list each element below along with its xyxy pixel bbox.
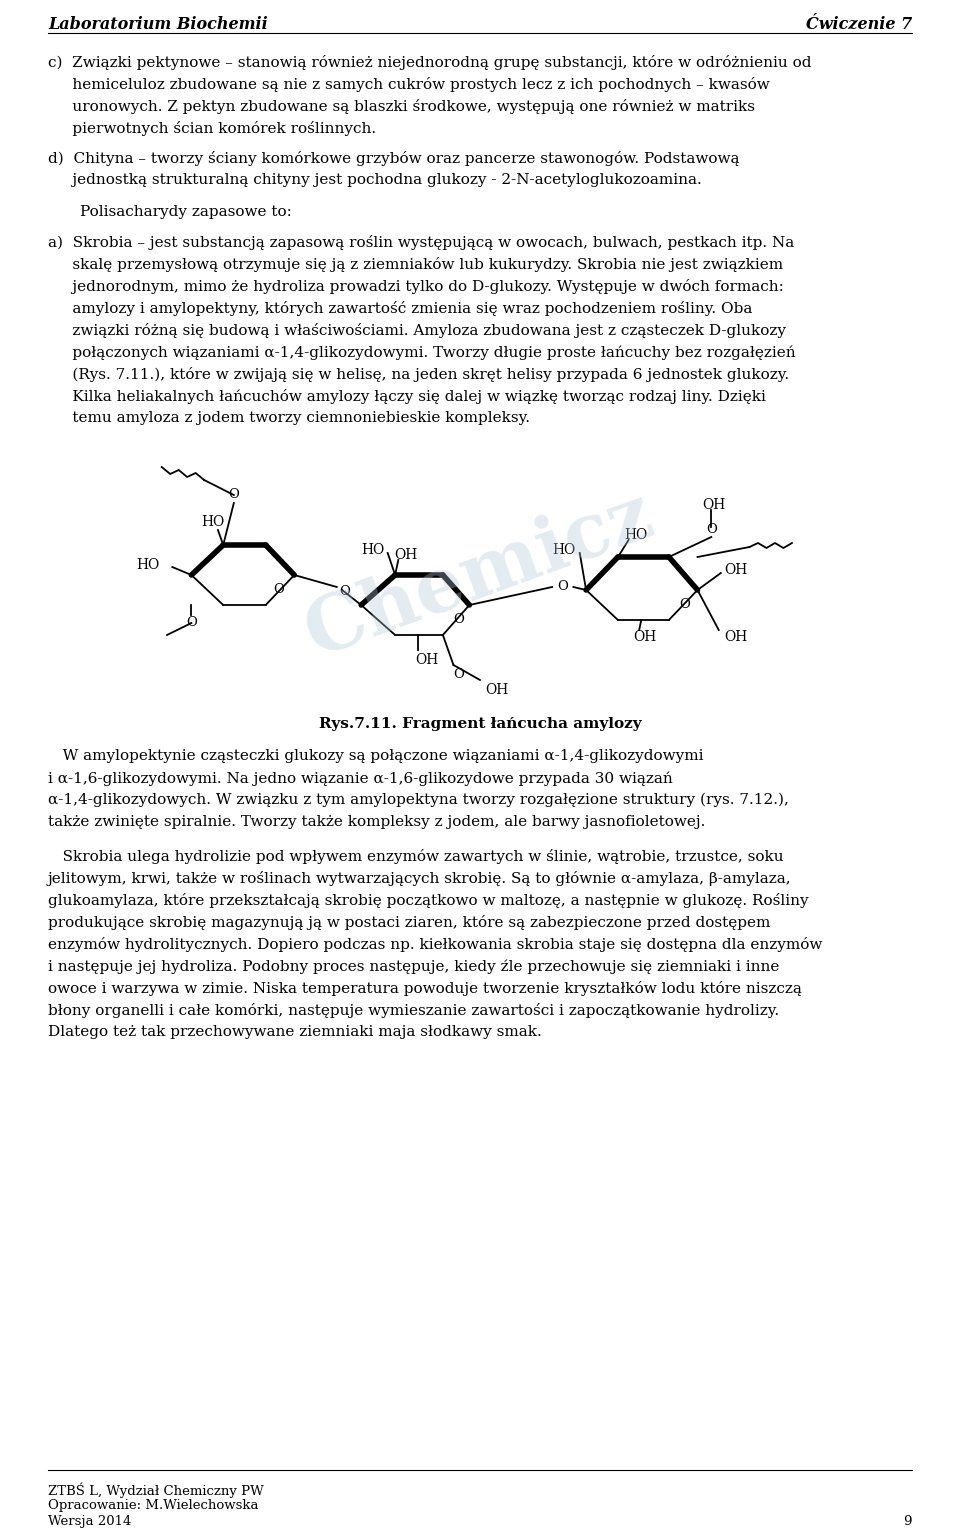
- Text: Kilka heliakalnych łańcuchów amylozy łączy się dalej w wiązkę tworząc rodzaj lin: Kilka heliakalnych łańcuchów amylozy łąc…: [48, 390, 766, 403]
- Text: amylozy i amylopektyny, których zawartość zmienia się wraz pochodzeniem rośliny.: amylozy i amylopektyny, których zawartoś…: [48, 301, 753, 316]
- Text: Chemicz: Chemicz: [296, 478, 664, 672]
- Text: hemiceluloz zbudowane są nie z samych cukrów prostych lecz z ich pochodnych – kw: hemiceluloz zbudowane są nie z samych cu…: [48, 76, 770, 92]
- Text: ZTBŚ L, Wydział Chemiczny PW: ZTBŚ L, Wydział Chemiczny PW: [48, 1484, 264, 1499]
- Text: Opracowanie: M.Wielechowska: Opracowanie: M.Wielechowska: [48, 1499, 258, 1513]
- Text: jednorodnym, mimo że hydroliza prowadzi tylko do D-glukozy. Występuje w dwóch fo: jednorodnym, mimo że hydroliza prowadzi …: [48, 280, 784, 293]
- Text: błony organelli i całe komórki, następuje wymieszanie zawartości i zapoczątkowan: błony organelli i całe komórki, następuj…: [48, 1002, 780, 1018]
- Text: HO: HO: [361, 542, 385, 558]
- Text: OH: OH: [486, 683, 509, 697]
- Text: związki różną się budową i właściwościami. Amyloza zbudowana jest z cząsteczek D: związki różną się budową i właściwościam…: [48, 322, 786, 338]
- Text: HO: HO: [552, 542, 575, 558]
- Text: OH: OH: [724, 630, 747, 643]
- Text: (Rys. 7.11.), które w zwijają się w helisę, na jeden skręt helisy przypada 6 jed: (Rys. 7.11.), które w zwijają się w heli…: [48, 367, 789, 382]
- Text: O: O: [273, 584, 284, 596]
- Text: glukoamylaza, które przekształcają skrobię początkowo w maltozę, a następnie w g: glukoamylaza, które przekształcają skrob…: [48, 892, 808, 908]
- Text: OH: OH: [633, 630, 656, 643]
- Text: HO: HO: [624, 529, 648, 542]
- Text: jednostką strukturalną chityny jest pochodna glukozy - 2-⁠N⁠-acetyloglukozoamina: jednostką strukturalną chityny jest poch…: [48, 173, 702, 186]
- Text: temu amyloza z jodem tworzy ciemnoniebieskie kompleksy.: temu amyloza z jodem tworzy ciemnoniebie…: [48, 411, 530, 425]
- Text: O: O: [453, 668, 465, 681]
- Text: O: O: [680, 599, 690, 611]
- Text: Laboratorium Biochemii: Laboratorium Biochemii: [48, 15, 268, 34]
- Text: połączonych wiązaniami α-1,4-glikozydowymi. Tworzy długie proste łańcuchy bez ro: połączonych wiązaniami α-1,4-glikozydowy…: [48, 345, 796, 359]
- Text: O: O: [228, 489, 239, 501]
- Text: HO: HO: [136, 558, 159, 571]
- Text: O: O: [706, 524, 717, 536]
- Text: OH: OH: [702, 498, 725, 512]
- Text: skalę przemysłową otrzymuje się ją z ziemniaków lub kukurydzy. Skrobia nie jest : skalę przemysłową otrzymuje się ją z zie…: [48, 257, 783, 272]
- Text: uronowych. Z pektyn zbudowane są blaszki środkowe, występują one również w matri: uronowych. Z pektyn zbudowane są blaszki…: [48, 99, 755, 115]
- Text: 9: 9: [903, 1514, 912, 1528]
- Text: Dlatego też tak przechowywane ziemniaki maja słodkawy smak.: Dlatego też tak przechowywane ziemniaki …: [48, 1025, 541, 1039]
- Text: OH: OH: [416, 652, 439, 668]
- Text: Ćwiczenie 7: Ćwiczenie 7: [805, 15, 912, 34]
- Text: i następuje jej hydroliza. Podobny proces następuje, kiedy źle przechowuje się z: i następuje jej hydroliza. Podobny proce…: [48, 960, 780, 973]
- Text: W amylopektynie cząsteczki glukozy są połączone wiązaniami α-1,4-glikozydowymi: W amylopektynie cząsteczki glukozy są po…: [48, 749, 704, 762]
- Text: OH: OH: [395, 549, 418, 562]
- Text: pierwotnych ścian komórek roślinnych.: pierwotnych ścian komórek roślinnych.: [48, 121, 376, 136]
- Text: produkujące skrobię magazynują ją w postaci ziaren, które są zabezpieczone przed: produkujące skrobię magazynują ją w post…: [48, 915, 770, 931]
- Text: c)  Związki pektynowe – stanowią również niejednorodną grupę substancji, które w: c) Związki pektynowe – stanowią również …: [48, 55, 811, 70]
- Text: Rys.7.11. Fragment łańcucha amylozy: Rys.7.11. Fragment łańcucha amylozy: [319, 717, 641, 730]
- Text: jelitowym, krwi, także w roślinach wytwarzających skrobię. Są to głównie α-amyla: jelitowym, krwi, także w roślinach wytwa…: [48, 871, 792, 886]
- Text: Polisacharydy zapasowe to:: Polisacharydy zapasowe to:: [80, 205, 292, 219]
- Text: także zwinięte spiralnie. Tworzy także kompleksy z jodem, ale barwy jasnofioleto: także zwinięte spiralnie. Tworzy także k…: [48, 814, 706, 830]
- Text: enzymów hydrolitycznych. Dopiero podczas np. kiełkowania skrobia staje się dostę: enzymów hydrolitycznych. Dopiero podczas…: [48, 937, 823, 952]
- Text: O: O: [558, 581, 568, 593]
- Text: i α-1,6-glikozydowymi. Na jedno wiązanie α-1,6-glikozydowe przypada 30 wiązań: i α-1,6-glikozydowymi. Na jedno wiązanie…: [48, 772, 673, 785]
- Text: O: O: [186, 616, 197, 630]
- Text: α-1,4-glikozydowych. W związku z tym amylopektyna tworzy rozgałęzione struktury : α-1,4-glikozydowych. W związku z tym amy…: [48, 793, 789, 807]
- Text: O: O: [453, 614, 465, 626]
- Text: Wersja 2014: Wersja 2014: [48, 1514, 132, 1528]
- Text: O: O: [340, 585, 350, 599]
- Text: HO: HO: [201, 515, 225, 529]
- Text: Skrobia ulega hydrolizie pod wpływem enzymów zawartych w ślinie, wątrobie, trzus: Skrobia ulega hydrolizie pod wpływem enz…: [48, 850, 783, 863]
- Text: OH: OH: [724, 562, 747, 578]
- Text: d)  Chityna – tworzy ściany komórkowe grzybów oraz pancerze stawonogów. Podstawo: d) Chityna – tworzy ściany komórkowe grz…: [48, 151, 739, 167]
- Text: owoce i warzywa w zimie. Niska temperatura powoduje tworzenie kryształków lodu k: owoce i warzywa w zimie. Niska temperatu…: [48, 981, 802, 996]
- Text: a)  Skrobia – jest substancją zapasową roślin występującą w owocach, bulwach, pe: a) Skrobia – jest substancją zapasową ro…: [48, 235, 794, 251]
